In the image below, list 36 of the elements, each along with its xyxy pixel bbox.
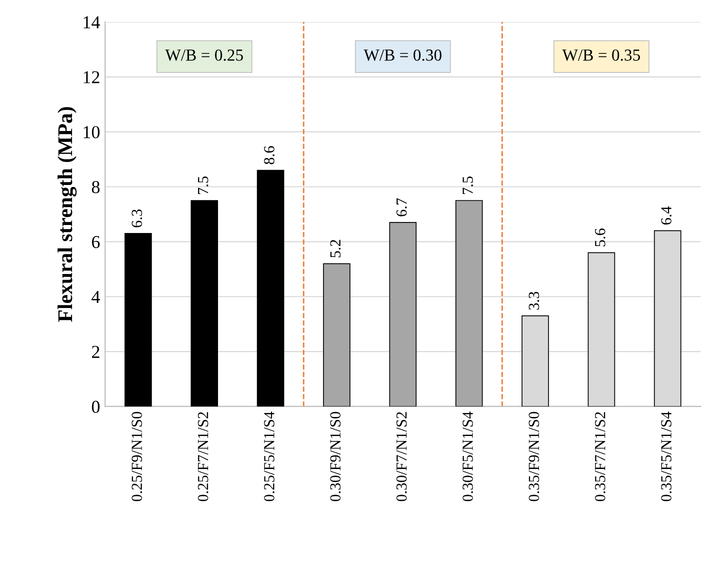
x-tick-label: 0.30/F5/N1/S4 <box>462 412 473 502</box>
x-tick-label: 0.25/F7/N1/S2 <box>198 412 208 502</box>
data-label: 7.5 <box>198 176 208 194</box>
x-tick-label: 0.25/F9/N1/S0 <box>132 412 142 502</box>
y-axis-title: Flexural strength (MPa) <box>58 107 77 322</box>
data-label: 6.7 <box>396 198 407 216</box>
data-label: 8.6 <box>264 146 274 164</box>
y-tick-label: 4 <box>92 291 100 303</box>
data-label: 6.3 <box>132 209 142 228</box>
x-tick-label: 0.35/F7/N1/S2 <box>594 412 606 502</box>
x-tick-label: 0.35/F5/N1/S4 <box>661 412 672 502</box>
data-label: 6.4 <box>661 206 672 225</box>
bar <box>389 222 417 406</box>
y-tick-label: 6 <box>92 236 100 248</box>
data-label: 5.6 <box>594 228 606 246</box>
bar <box>323 263 350 406</box>
data-label: 5.2 <box>330 240 341 258</box>
data-label: 7.5 <box>462 176 473 194</box>
annotation: W/B = 0.35 <box>562 49 640 61</box>
y-tick-label: 2 <box>92 346 100 358</box>
y-tick-label: 14 <box>84 16 100 28</box>
x-tick-label: 0.25/F5/N1/S4 <box>264 412 274 502</box>
x-tick-label: 0.30/F7/N1/S2 <box>396 412 407 502</box>
x-tick-label: 0.30/F9/N1/S0 <box>330 412 341 502</box>
bar <box>190 200 218 406</box>
bar <box>256 170 284 406</box>
y-tick-label: 12 <box>84 71 100 84</box>
x-tick-label: 0.35/F9/N1/S0 <box>528 412 540 502</box>
annotation: W/B = 0.25 <box>165 49 243 61</box>
bar <box>124 233 152 406</box>
y-tick-label: 8 <box>92 181 100 194</box>
annotation: W/B = 0.30 <box>364 49 442 61</box>
y-tick-label: 0 <box>92 400 100 413</box>
bar <box>455 200 483 406</box>
data-label: 3.3 <box>528 292 540 310</box>
y-tick-label: 10 <box>84 126 100 138</box>
